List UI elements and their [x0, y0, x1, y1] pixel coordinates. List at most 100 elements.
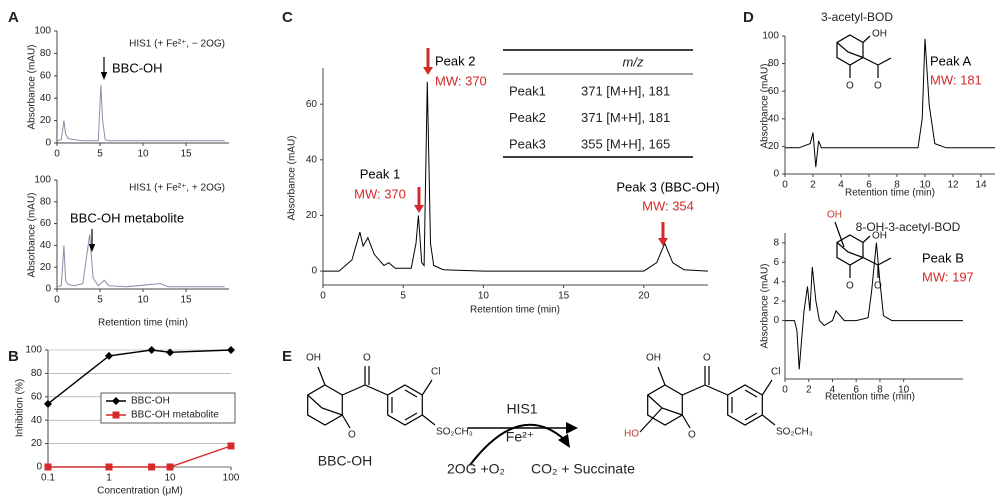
x-tick-label: 10	[137, 295, 149, 306]
marker	[105, 463, 113, 471]
atom-label: Cl	[771, 367, 780, 378]
table-cell: Peak1	[509, 83, 546, 98]
table-cell: 371 [M+H], 181	[581, 110, 670, 125]
y-tick-label: 0	[773, 315, 779, 326]
atom-label: O	[688, 430, 696, 441]
y-tick-label: 100	[25, 345, 42, 356]
x-tick-label: 2	[810, 180, 816, 191]
x-tick-label: 0	[320, 291, 326, 302]
series-line	[56, 84, 225, 142]
marker	[44, 399, 52, 408]
x-tick-label: 8	[894, 180, 900, 191]
y-tick-label: 60	[40, 218, 52, 229]
marker	[227, 346, 235, 354]
atom-label: Cl	[431, 367, 440, 378]
series-line	[323, 81, 709, 272]
chart-title: HIS1 (+ Fe²⁺, − 2OG)	[129, 39, 225, 50]
structure	[307, 366, 436, 429]
y-tick-label: 80	[40, 196, 52, 207]
y-tick-label: 80	[768, 58, 780, 69]
y-tick-label: 0	[311, 266, 317, 277]
x-tick-label: 12	[947, 180, 959, 191]
x-axis-label: Retention time (min)	[845, 188, 935, 199]
y-axis-label: Absorbance (mAU)	[27, 44, 38, 129]
legend	[100, 392, 236, 424]
y-axis-label: Absorbance (mAU)	[27, 192, 38, 277]
x-tick-label: 10	[919, 180, 931, 191]
y-tick-label: 0	[36, 462, 42, 473]
series-line	[785, 38, 995, 168]
y-tick-label: 8	[773, 237, 779, 248]
y-tick-label: 20	[40, 115, 52, 126]
series-line	[48, 445, 232, 468]
table-cell: 355 [M+H], 165	[581, 136, 670, 151]
marker	[148, 463, 156, 471]
y-tick-label: 40	[40, 93, 52, 104]
y-tick-label: 40	[40, 240, 52, 251]
x-tick-label: 5	[97, 149, 103, 160]
table-cell: Peak2	[509, 110, 546, 125]
y-tick-label: 80	[31, 368, 43, 379]
x-tick-label: 10	[898, 385, 910, 396]
atom-label: O	[703, 353, 711, 364]
y-tick-label: 4	[773, 276, 779, 287]
atom-label: O	[846, 81, 854, 92]
annotation: BBC-OH metabolite	[70, 210, 184, 225]
x-tick-label: 20	[638, 291, 650, 302]
arrow-head	[414, 205, 424, 213]
annotation: Peak B	[922, 250, 964, 265]
atom-label: O	[363, 353, 371, 364]
y-tick-label: 20	[40, 262, 52, 273]
annotation: Peak A	[930, 53, 972, 68]
x-tick-label: 10	[137, 149, 149, 160]
atom-label: OH	[646, 353, 661, 364]
y-tick-label: 20	[768, 141, 780, 152]
y-tick-label: 2	[773, 296, 779, 307]
legend-swatch	[112, 411, 120, 419]
annotation: MW: 354	[642, 198, 694, 213]
x-tick-label: 14	[975, 180, 987, 191]
x-tick-label: 4	[838, 180, 844, 191]
atom-label: OH	[872, 231, 887, 242]
marker	[147, 346, 156, 354]
panel-label: C	[282, 9, 293, 26]
arrow-head	[658, 238, 668, 246]
y-tick-label: 40	[31, 415, 43, 426]
marker	[105, 351, 113, 360]
marker	[166, 348, 174, 357]
annotation: Peak 1	[360, 166, 400, 181]
marker	[44, 463, 52, 471]
annotation: MW: 181	[930, 72, 982, 87]
y-tick-label: 0	[45, 284, 51, 295]
x-tick-label: 100	[223, 473, 240, 484]
y-tick-label: 20	[306, 210, 318, 221]
x-tick-label: 5	[97, 295, 103, 306]
marker	[227, 442, 235, 450]
chart-title: HIS1 (+ Fe²⁺, + 2OG)	[129, 183, 225, 194]
x-tick-label: 0	[54, 295, 60, 306]
y-tick-label: 0	[45, 138, 51, 149]
y-tick-label: 20	[31, 438, 43, 449]
series-line	[785, 242, 963, 370]
atom-label: OH	[827, 210, 842, 221]
structure	[836, 34, 892, 78]
atom-label: O	[874, 281, 882, 292]
x-axis-label: Retention time (min)	[98, 318, 188, 329]
arrow-head	[100, 72, 108, 80]
y-tick-label: 40	[306, 154, 318, 165]
compound-name: BBC-OH	[318, 453, 372, 469]
atom-label: OH	[306, 353, 321, 364]
table-cell: 371 [M+H], 181	[581, 83, 670, 98]
panel-label: B	[8, 348, 19, 365]
x-tick-label: 15	[180, 149, 192, 160]
legend-label: BBC-OH	[131, 396, 170, 407]
annotation: Peak 2	[435, 53, 475, 68]
table-header: m/z	[623, 54, 644, 69]
y-tick-label: 100	[34, 26, 51, 37]
y-tick-label: 0	[773, 169, 779, 180]
panel-label: A	[8, 9, 19, 26]
coproducts: CO₂ + Succinate	[531, 461, 635, 477]
cofactor: Fe²⁺	[506, 429, 534, 445]
x-tick-label: 10	[164, 473, 176, 484]
